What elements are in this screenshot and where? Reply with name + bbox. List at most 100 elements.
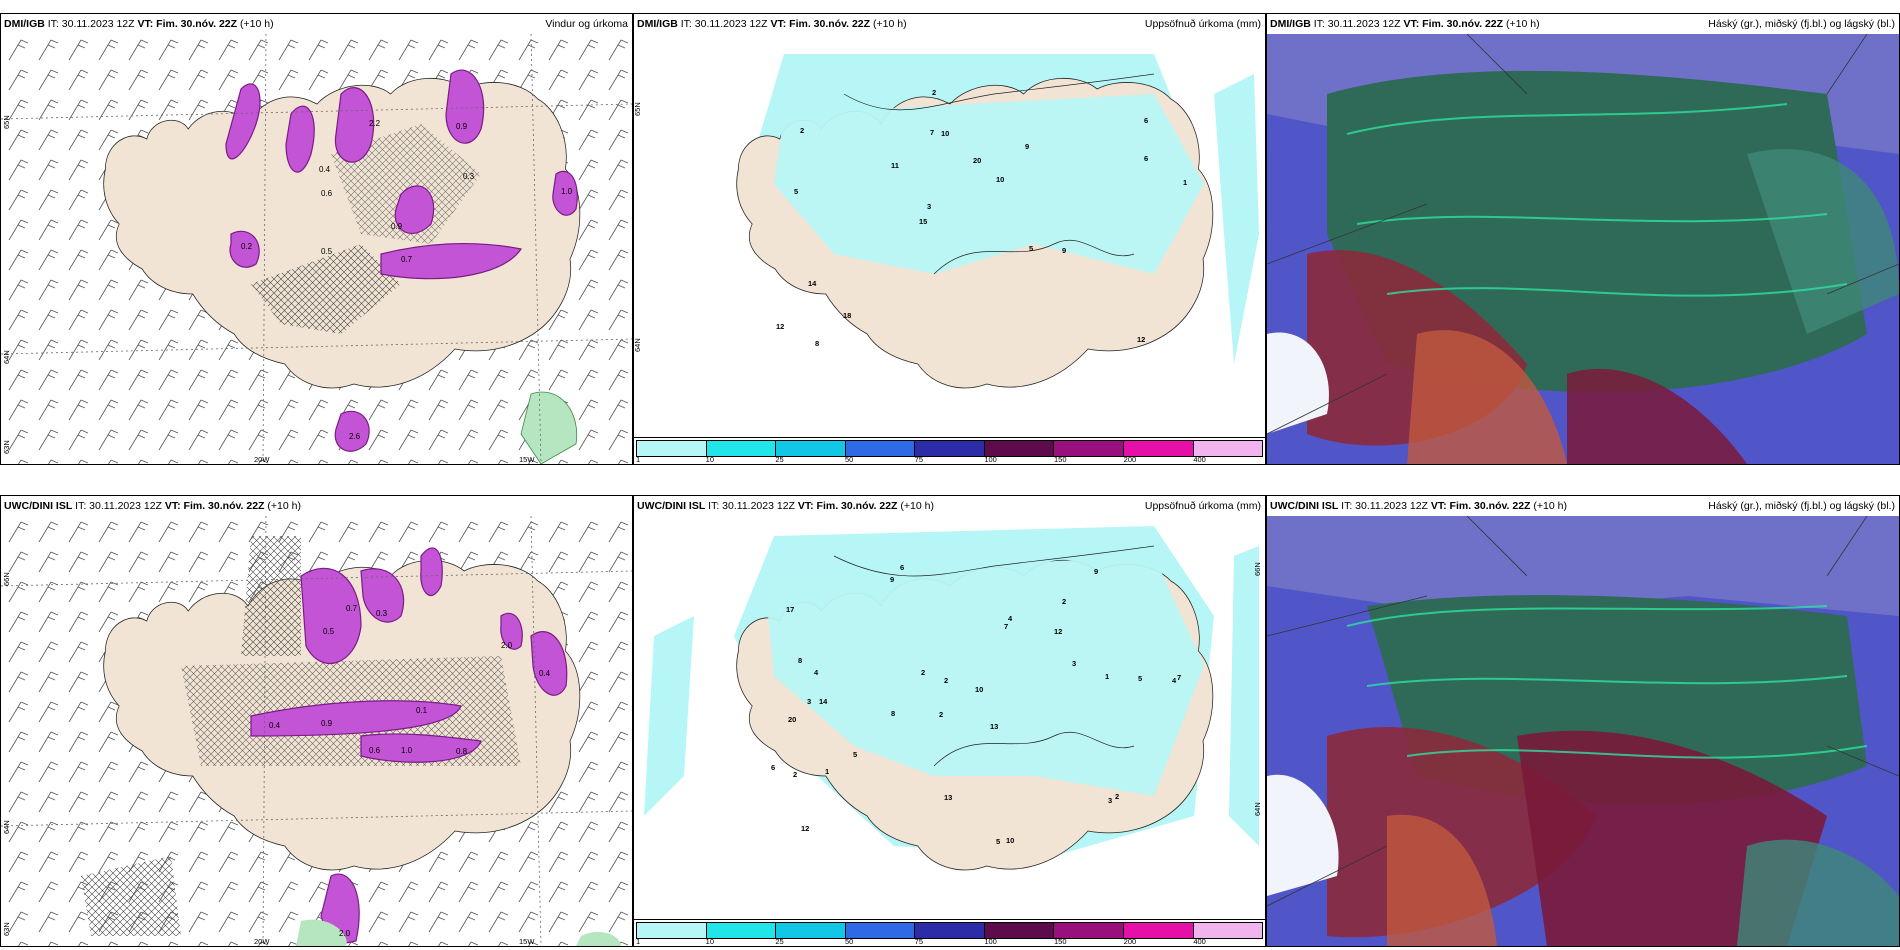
colorbar-cell — [1054, 441, 1124, 456]
precip-value: 3 — [927, 202, 931, 211]
precip-label: 0.9 — [456, 122, 468, 131]
precip-value: 6 — [771, 763, 775, 772]
colorbar-cell — [1123, 923, 1194, 938]
precip-value: 1 — [1183, 178, 1187, 187]
precip-label: 0.8 — [456, 747, 468, 756]
colorbar-tick: 200 — [1123, 937, 1137, 946]
cloud-panel-top: DMI/IGB IT: 30.11.2023 12Z VT: Fim. 30.n… — [1266, 13, 1900, 465]
lat-label: 64N — [2, 820, 11, 834]
precip-label: 0.6 — [321, 189, 333, 198]
colorbar-cell — [915, 923, 985, 938]
panel-header: UWC/DINI ISL IT: 30.11.2023 12Z VT: Fim.… — [4, 500, 301, 512]
precip-value: 6 — [900, 563, 904, 572]
lat-label: 63N — [2, 922, 11, 936]
colorbar-cell — [1054, 923, 1124, 938]
precip-label: 0.2 — [241, 242, 253, 251]
panel-title: Uppsöfnuð úrkoma (mm) — [1144, 500, 1261, 512]
colorbar-ticks: 1 10 25 50 75 100 150 200 400 — [636, 937, 1263, 946]
precip-value: 5 — [996, 837, 1000, 846]
precip-label: 0.3 — [376, 609, 388, 618]
colorbar-tick: 25 — [775, 455, 784, 464]
colorbar-cell — [776, 441, 846, 456]
lon-label: 20W — [254, 455, 270, 464]
panel-title: Uppsöfnuð úrkoma (mm) — [1144, 18, 1261, 30]
colorbar-cell — [706, 441, 777, 456]
precip-value: 7 — [930, 128, 934, 137]
lat-label: 64N — [634, 338, 642, 352]
precip-label: 0.5 — [323, 627, 335, 636]
precip-value: 2 — [921, 668, 925, 677]
lat-label: 66N — [2, 572, 11, 586]
colorbar-cell — [984, 441, 1055, 456]
colorbar: 1 10 25 50 75 100 150 200 400 — [634, 437, 1265, 464]
precip-value: 4 — [1008, 614, 1013, 623]
colorbar-cell — [845, 923, 916, 938]
precip-value: 5 — [794, 187, 798, 196]
cloud-map — [1267, 516, 1899, 946]
precip-value: 6 — [1144, 154, 1148, 163]
colorbar-tick: 75 — [914, 937, 923, 946]
colorbar-tick: 100 — [984, 455, 997, 464]
precip-value: 3 — [1108, 796, 1112, 805]
precip-value: 9 — [1094, 567, 1098, 576]
precip-value: 12 — [1054, 627, 1062, 636]
panel-title: Háský (gr.), miðský (fj.bl.) og lágský (… — [1708, 500, 1895, 512]
precip-value: 4 — [814, 668, 819, 677]
precip-value: 1 — [1105, 672, 1109, 681]
precip-label: 0.1 — [416, 706, 428, 715]
colorbar-tick: 10 — [705, 455, 714, 464]
colorbar-tick: 100 — [984, 937, 997, 946]
precip-value: 10 — [996, 175, 1004, 184]
colorbar-tick: 1 — [636, 455, 641, 464]
precip-value: 3 — [1072, 659, 1076, 668]
colorbar: 1 10 25 50 75 100 150 200 400 — [634, 919, 1265, 946]
precip-value: 20 — [973, 156, 981, 165]
colorbar-cell — [984, 923, 1055, 938]
precip-value: 14 — [819, 697, 828, 706]
precip-value: 2 — [944, 676, 948, 685]
precip-label: 2.0 — [339, 929, 351, 938]
precip-value: 10 — [1006, 836, 1014, 845]
precip-value: 2 — [800, 126, 804, 135]
colorbar-cell — [915, 441, 985, 456]
colorbar-tick: 150 — [1054, 937, 1067, 946]
colorbar-cell — [1193, 923, 1263, 938]
colorbar-cells — [636, 440, 1263, 457]
precip-label: 0.5 — [321, 247, 333, 256]
colorbar-cells — [636, 922, 1263, 939]
precip-label: 2.2 — [369, 119, 381, 128]
wind-panel-bottom: UWC/DINI ISL IT: 30.11.2023 12Z VT: Fim.… — [0, 495, 633, 947]
precip-value: 8 — [891, 709, 895, 718]
precip-value: 17 — [786, 605, 794, 614]
lat-label: 64N — [2, 350, 11, 364]
panel-title: Vindur og úrkoma — [545, 18, 628, 30]
wind-panel-top: DMI/IGB IT: 30.11.2023 12Z VT: Fim. 30.n… — [0, 13, 633, 465]
lat-label: 63N — [2, 440, 11, 454]
precip-value: 15 — [919, 217, 927, 226]
colorbar-tick: 50 — [845, 455, 854, 464]
colorbar-cell — [637, 441, 707, 456]
lat-label: 65N — [634, 102, 642, 116]
precip-value: 2 — [1062, 597, 1066, 606]
colorbar-cell — [776, 923, 846, 938]
colorbar-tick: 50 — [845, 937, 854, 946]
lon-label: 20W — [254, 937, 270, 946]
precip-value: 2 — [932, 88, 936, 97]
precip-label: 0.3 — [463, 172, 475, 181]
precip-value: 13 — [944, 793, 952, 802]
precip-value: 5 — [1029, 244, 1033, 253]
precip-value: 2 — [939, 710, 943, 719]
colorbar-ticks: 1 10 25 50 75 100 150 200 400 — [636, 455, 1263, 464]
precip-label: 2.0 — [501, 641, 513, 650]
panel-header: UWC/DINI ISL IT: 30.11.2023 12Z VT: Fim.… — [634, 496, 1265, 516]
lat-label: 64N — [1253, 802, 1262, 816]
precip-value: 13 — [990, 722, 998, 731]
precip-value: 6 — [1144, 116, 1148, 125]
precip-label: 0.7 — [346, 604, 358, 613]
colorbar-cell — [845, 441, 916, 456]
precip-label: 0.7 — [401, 255, 413, 264]
